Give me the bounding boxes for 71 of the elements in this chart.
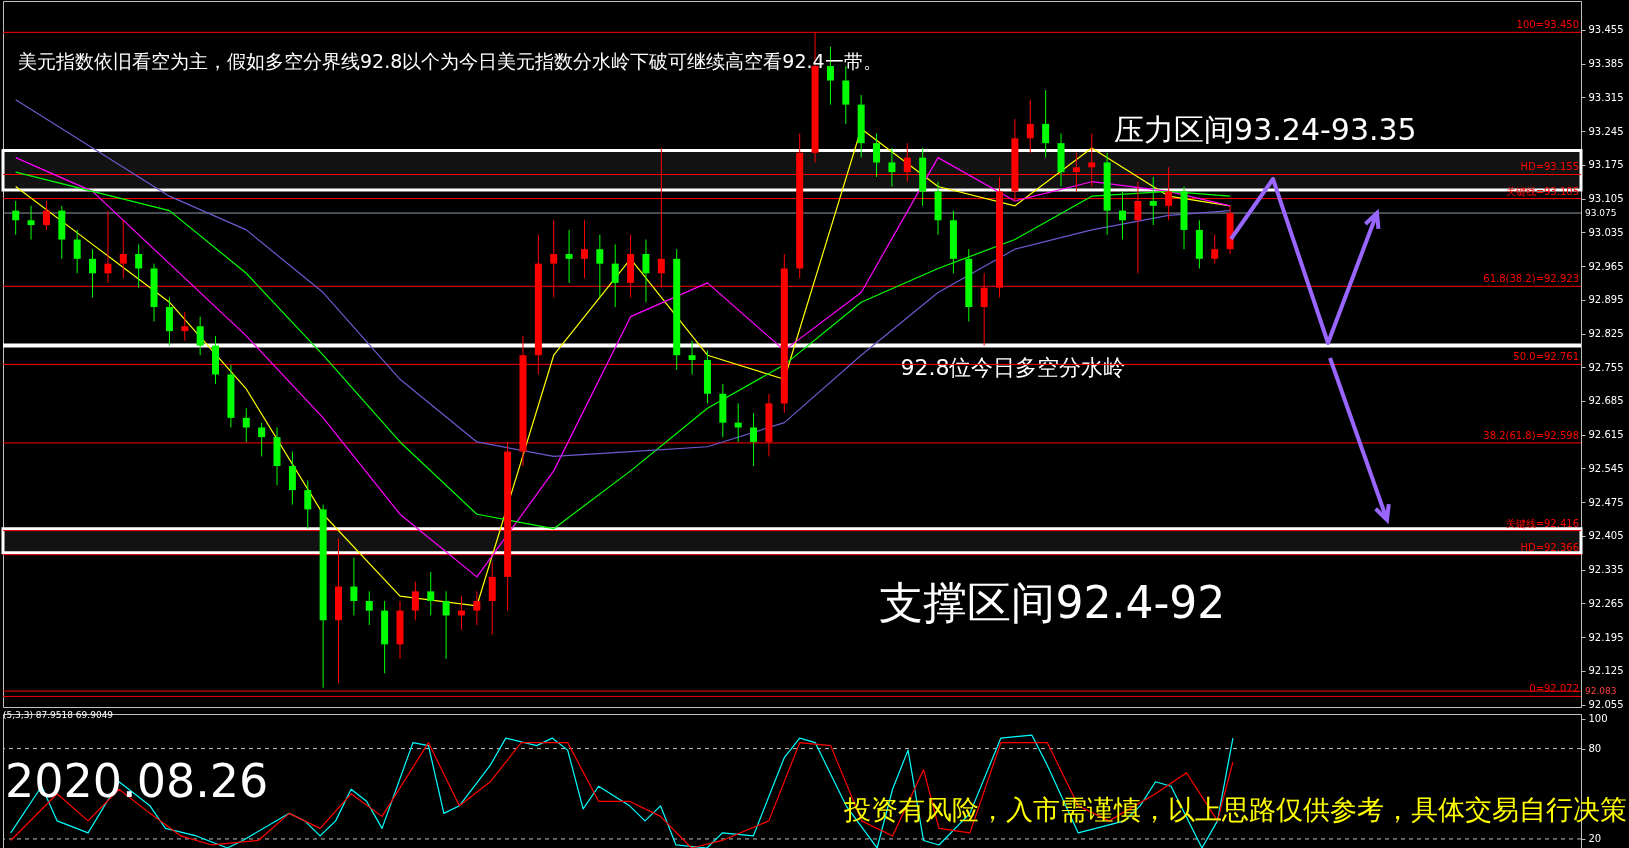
candlestick [365,590,373,626]
y-tick-label: 92.195 [1588,631,1624,643]
candlestick [873,133,881,178]
y-tick-label: 93.105 [1588,193,1624,205]
candlestick [196,316,204,356]
y-tick-label: 80 [1588,743,1602,755]
candlestick [473,590,481,626]
ref-line-label: HD=93.155 [1520,161,1579,173]
candlestick [611,243,619,308]
candlestick [1026,99,1034,154]
y-tick-label: 93.245 [1588,125,1624,137]
candlestick [1149,176,1157,226]
y-tick-label: 92.475 [1588,496,1624,508]
y-tick-label: 92.685 [1588,395,1624,407]
ref-line-label: 93.075 [1585,208,1617,219]
y-tick-label: 92.965 [1588,260,1624,272]
y-tick-label: 92.125 [1588,665,1624,677]
band-label: 支撑区间92.4-92 [879,576,1226,628]
candlestick [12,200,20,236]
candlestick [27,205,35,241]
candlestick [104,210,112,284]
ref-line-label: 38.2(61.8)=92.598 [1483,429,1579,441]
candlestick [750,412,758,467]
candlestick [888,147,896,188]
candlestick [350,557,358,616]
y-tick-label: 92.755 [1588,361,1624,373]
y-tick-label: 92.545 [1588,462,1624,474]
annotation: 2020.08.26 [5,754,269,808]
candlestick [304,480,312,530]
y-tick-label: 20 [1588,833,1602,845]
candlestick [119,219,127,279]
ref-line-label: 100=93.450 [1516,19,1579,31]
y-tick-label: 92.055 [1588,699,1624,711]
candlestick [73,229,81,274]
candlestick [688,340,696,375]
y-tick-label: 93.035 [1588,226,1624,238]
y-tick-label: 92.615 [1588,429,1624,441]
y-tick-label: 93.315 [1588,91,1624,103]
candlestick [181,311,189,342]
candlestick [442,590,450,660]
y-tick-label: 92.265 [1588,597,1624,609]
y-tick-label: 92.825 [1588,328,1624,340]
y-tick-label: 100 [1588,713,1608,725]
y-tick-label: 93.175 [1588,159,1624,171]
candlestick [1042,89,1050,159]
candlestick [565,229,573,284]
candlestick [242,407,250,443]
candlestick [580,219,588,279]
candlestick [411,581,419,621]
candlestick [42,200,50,231]
candlestick [258,422,266,457]
y-tick-label: 93.455 [1588,24,1624,36]
y-tick-label: 92.405 [1588,530,1624,542]
candlestick [642,239,650,303]
ref-line-label: 61.8(38.2)=92.923 [1483,273,1579,285]
ref-line-label: 92.083 [1585,686,1617,697]
ref-line-label: 关键线=92.416 [1505,517,1579,529]
line-series [15,99,1231,458]
y-tick-label: 92.335 [1588,564,1624,576]
y-tick-label: 93.385 [1588,58,1624,70]
ref-line-label: 关键线=93.105 [1505,185,1579,197]
candlestick [1119,190,1127,241]
candlestick [596,234,604,298]
candlestick [1211,234,1219,265]
candlestick [135,243,143,289]
y-tick-label: 92.895 [1588,294,1624,306]
candlestick [89,248,97,298]
band-label: 压力区间93.24-93.35 [1114,112,1417,148]
candlestick [427,571,435,616]
ref-line-label: 50.0=92.761 [1513,351,1579,363]
ref-line-label: HD=92.366 [1520,541,1579,553]
